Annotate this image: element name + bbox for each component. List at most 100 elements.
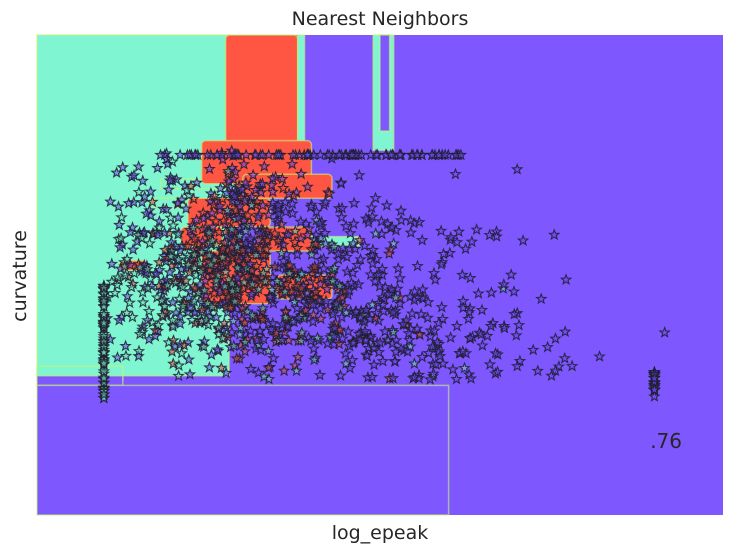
scatter-point [216,192,229,205]
scatter-point [112,313,126,326]
scatter-point [185,313,199,326]
scatter-point [141,281,155,294]
scatter-point [319,237,332,249]
scatter-point [301,228,314,241]
scatter-point [301,180,314,193]
scatter-point [484,319,498,332]
scatter-point [119,349,133,362]
decision-region-2 [224,34,299,147]
scatter-point [437,247,450,260]
scatter-point [449,167,462,180]
scatter-point [245,190,258,203]
scatter-point [235,182,249,195]
scatter-point [222,164,235,177]
scatter-point [429,357,443,370]
scatter-point [510,162,524,175]
scatter-point [272,234,285,247]
scatter-point [197,340,211,353]
scatter-point [190,176,204,189]
scatter-point [558,351,571,364]
scatter-point [188,232,201,245]
scatter-point [510,359,524,372]
scatter-point [151,228,164,241]
scatter-point [265,283,279,296]
scatter-point [323,187,336,200]
scatter-point [158,299,172,312]
scatter-point [483,357,497,370]
scatter-point [116,160,130,173]
scatter-point [119,339,132,352]
scatter-point [388,355,402,368]
scatter-point [294,215,307,228]
scatter-point [219,265,232,278]
scatter-point [226,284,239,297]
scatter-point [344,226,357,239]
scatter-point [335,210,348,223]
scatter-point [110,166,123,179]
scatter-point [266,185,279,198]
scatter-point [198,283,211,296]
scatter-point [160,202,173,215]
scatter-point [369,274,382,287]
scatter-point [241,209,255,221]
scatter-point [206,234,219,247]
scatter-point [227,314,240,327]
scatter-point [282,228,295,241]
scatter-point [497,277,510,290]
scatter-point [341,325,355,337]
scatter-point [151,161,164,174]
scatter-point [397,317,410,330]
scatter-point [220,186,234,199]
scatter-point [258,159,271,172]
scatter-point [219,366,233,379]
scatter-point [256,198,270,211]
scatter-point [123,296,136,309]
scatter-point [171,196,185,209]
scatter-point [290,364,303,377]
scatter-point [166,295,179,308]
scatter-point [314,312,328,325]
scatter-point [267,351,280,364]
scatter-point [195,245,209,258]
scatter-point [294,232,307,244]
scatter-point [277,181,290,194]
scatter-point [366,210,379,223]
scatter-point [387,236,400,249]
scatter-point [210,310,223,323]
scatter-point [658,325,671,338]
scatter-point [364,148,378,161]
scatter-point [112,200,125,213]
scatter-point [385,220,399,233]
scatter-point [369,227,383,239]
scatter-point [104,195,117,208]
scatter-point [278,285,292,298]
scatter-point [416,282,429,295]
scatter-point [231,240,244,253]
scatter-point [424,330,437,342]
chart-title: Nearest Neighbors [292,8,469,30]
scatter-point [404,214,417,226]
scatter-point [375,214,388,227]
scatter-point [334,177,348,189]
scatter-point [414,307,428,320]
scatter-point [336,290,349,303]
scatter-point [428,324,441,337]
scatter-point [311,331,324,344]
scatter-point [179,202,193,215]
scatter-point [156,308,169,321]
scatter-point [206,220,220,233]
scatter-point [378,325,392,337]
scatter-point [262,344,275,357]
scatter-point [489,346,502,359]
scatter-point [176,303,190,315]
scatter-point [305,248,318,260]
scatter-point [340,250,353,263]
scatter-point [140,207,153,220]
scatter-point [510,328,523,341]
scatter-point [260,242,273,255]
scatter-point [125,280,138,293]
scatter-point [138,190,151,203]
scatter-point [476,338,489,351]
scatter-point [336,332,349,344]
scatter-point [321,337,334,349]
